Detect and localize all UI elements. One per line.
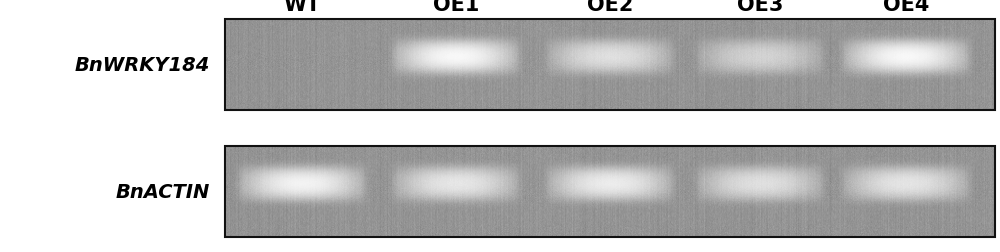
Text: OE4: OE4 <box>883 0 930 15</box>
Text: BnACTIN: BnACTIN <box>116 182 210 201</box>
Bar <box>225 20 995 111</box>
Text: WT: WT <box>283 0 321 15</box>
Bar <box>225 146 995 237</box>
Text: BnWRKY184: BnWRKY184 <box>75 56 210 75</box>
Text: OE2: OE2 <box>587 0 633 15</box>
Text: OE1: OE1 <box>433 0 479 15</box>
Text: OE3: OE3 <box>737 0 783 15</box>
